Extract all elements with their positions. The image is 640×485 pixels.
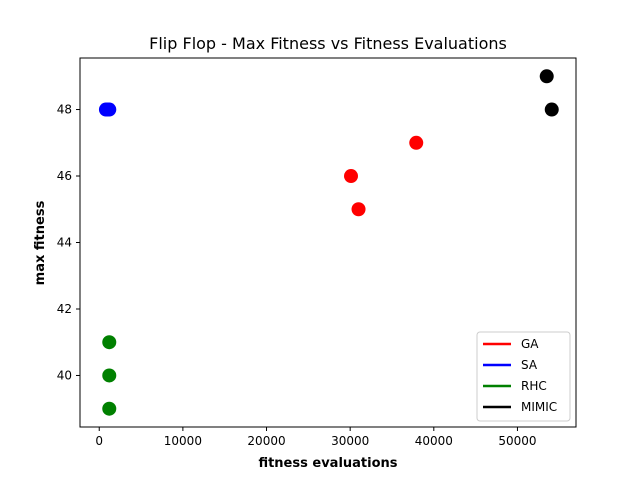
legend-label-ga: GA <box>521 337 539 351</box>
data-point-ga <box>344 169 359 184</box>
y-axis-ticks: 40 42 44 46 48 <box>57 103 80 382</box>
data-point-sa <box>102 102 117 117</box>
x-axis-ticks: 0 10000 20000 30000 40000 50000 <box>95 427 537 448</box>
x-tick-label: 20000 <box>247 434 285 448</box>
y-axis-label: max fitness <box>33 200 48 285</box>
x-tick-label: 50000 <box>498 434 536 448</box>
data-points <box>98 69 559 416</box>
legend-label-rhc: RHC <box>521 379 547 393</box>
y-tick-label: 46 <box>57 169 72 183</box>
legend-label-mimic: MIMIC <box>521 400 557 414</box>
plot-frame <box>79 57 577 428</box>
legend: GA SA RHC MIMIC <box>476 331 571 422</box>
x-tick-label: 10000 <box>164 434 202 448</box>
x-tick-label: 30000 <box>331 434 369 448</box>
y-tick-label: 42 <box>57 302 72 316</box>
y-tick-label: 44 <box>57 236 72 250</box>
legend-label-sa: SA <box>521 358 538 372</box>
x-tick-label: 40000 <box>415 434 453 448</box>
data-point-rhc <box>102 335 117 350</box>
data-point-mimic <box>539 69 554 84</box>
chart-title: Flip Flop - Max Fitness vs Fitness Evalu… <box>149 34 507 53</box>
legend-box <box>476 331 571 422</box>
data-point-ga <box>409 135 424 150</box>
y-tick-label: 48 <box>57 103 72 117</box>
data-point-mimic <box>544 102 559 117</box>
y-tick-label: 40 <box>57 368 72 382</box>
data-point-ga <box>351 202 366 217</box>
x-axis-label: fitness evaluations <box>258 456 397 471</box>
x-tick-label: 0 <box>95 434 103 448</box>
data-point-rhc <box>102 401 117 416</box>
data-point-rhc <box>102 368 117 383</box>
